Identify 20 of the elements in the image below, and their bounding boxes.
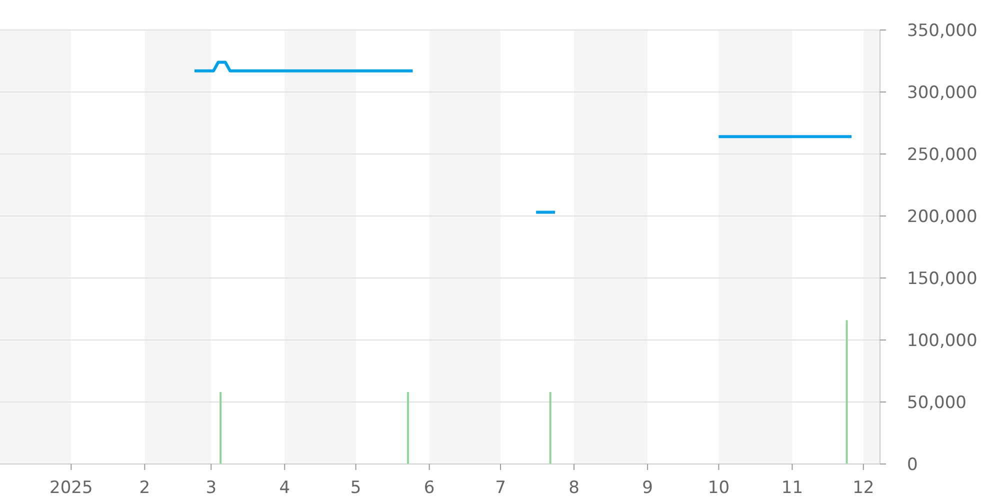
- x-tick-label: 5: [350, 478, 362, 498]
- y-tick-label: 250,000: [907, 144, 978, 165]
- x-tick-label: 2025: [50, 478, 93, 498]
- x-tick-label: 6: [424, 478, 435, 498]
- y-tick-label: 150,000: [907, 268, 978, 289]
- x-tick-label: 3: [206, 478, 217, 498]
- y-tick-label: 100,000: [907, 330, 978, 351]
- y-tick-label: 200,000: [907, 206, 978, 227]
- x-tick-label: 7: [495, 478, 506, 498]
- x-tick-label: 12: [852, 478, 874, 498]
- y-tick-label: 0: [907, 454, 918, 475]
- x-tick-label: 4: [279, 478, 290, 498]
- x-tick-label: 2: [139, 478, 150, 498]
- y-tick-label: 50,000: [907, 392, 966, 413]
- y-tick-label: 350,000: [907, 20, 978, 41]
- x-tick-label: 9: [642, 478, 653, 498]
- x-tick-label: 10: [708, 478, 730, 498]
- x-tick-label: 8: [568, 478, 580, 498]
- y-tick-label: 300,000: [907, 82, 978, 103]
- x-tick-label: 11: [781, 478, 804, 498]
